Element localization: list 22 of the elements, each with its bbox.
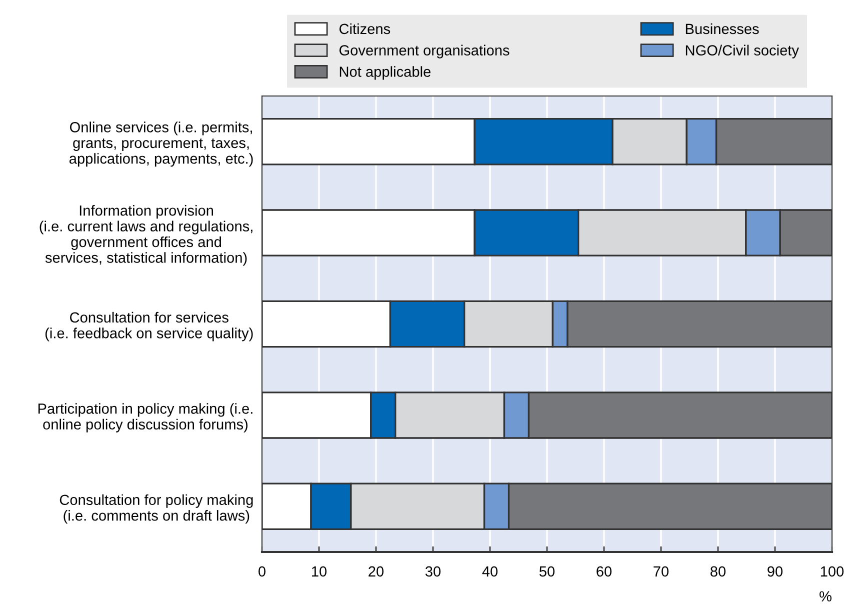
- x-tick-label: 10: [312, 566, 327, 577]
- x-tick-label: 20: [368, 566, 384, 577]
- x-tick-label: 100: [820, 566, 844, 577]
- y-tick-label: Consultation for policy making (i.e. comments on draft laws): [60, 494, 253, 524]
- x-tick-label: 80: [710, 566, 726, 577]
- legend-label: NGO/Civil society: [686, 44, 799, 58]
- x-tick-label: 60: [596, 566, 612, 577]
- y-tick-label: Participation in policy making (i.e. online policy discussion forums): [38, 403, 252, 432]
- legend-label: Citizens: [339, 23, 390, 34]
- legend-label: Government organisations: [339, 44, 510, 58]
- x-tick-label: 50: [539, 566, 555, 577]
- y-tick-label: Information provision (i.e. current laws and regulations, government offices and services, statistical information): [40, 205, 252, 266]
- y-tick-label: Consultation for services (i.e. feedback on service quality): [45, 312, 253, 342]
- legend-label: Not applicable: [340, 66, 431, 80]
- legend-label: Businesses: [686, 23, 759, 34]
- y-tick-label: Online services (i.e. permits, grants, procurement, taxes, applications, payments, etc.): [69, 122, 253, 167]
- x-tick-label: 0: [258, 566, 266, 577]
- x-tick-label: 90: [768, 566, 783, 577]
- x-tick-label: 70: [654, 566, 669, 577]
- x-tick-label: 30: [425, 566, 441, 577]
- x-tick-label: 40: [482, 566, 498, 577]
- x-axis-title: %: [820, 591, 832, 602]
